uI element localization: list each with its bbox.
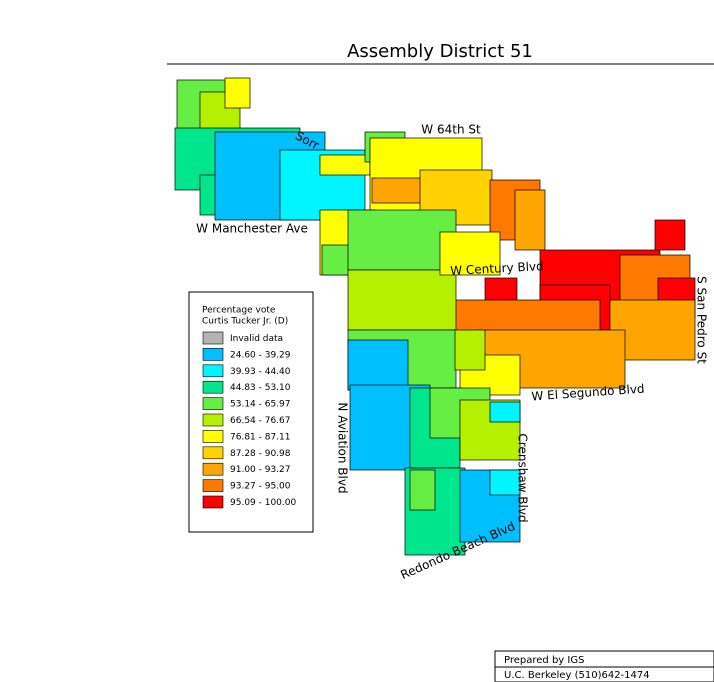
precinct (321, 244, 351, 276)
precinct (514, 189, 546, 251)
street-label: W 64th St (421, 123, 481, 137)
legend-label: 53.14 - 65.97 (230, 400, 291, 410)
street-label: N Aviation Blvd (336, 402, 350, 493)
legend-label: 24.60 - 39.29 (230, 350, 291, 360)
precinct (224, 77, 251, 109)
legend-label: Invalid data (230, 334, 283, 344)
legend-label: 95.09 - 100.00 (230, 498, 296, 508)
legend-title: Percentage vote (202, 306, 276, 316)
precinct (454, 329, 486, 371)
street-label: S San Pedro St (695, 276, 709, 364)
title: Assembly District 51 (347, 41, 533, 62)
footer-text: Prepared by IGS (504, 655, 584, 666)
precinct (347, 339, 409, 391)
legend-swatch (202, 430, 224, 443)
legend-swatch (202, 331, 224, 345)
precinct (439, 231, 501, 276)
legend-label: 44.83 - 53.10 (230, 383, 291, 393)
legend-swatch (202, 479, 224, 492)
legend-label: 66.54 - 76.67 (230, 416, 291, 426)
legend-label: 93.27 - 95.00 (230, 482, 291, 492)
legend-title: Curtis Tucker Jr. (D) (202, 317, 288, 327)
legend-swatch (202, 495, 224, 509)
legend-swatch (202, 380, 224, 394)
street-label: W Century Blvd (450, 259, 544, 278)
legend-label: 39.93 - 44.40 (230, 367, 291, 377)
street-label: Crenshaw Blvd (516, 433, 530, 522)
precinct (654, 219, 686, 251)
legend-swatch (202, 446, 224, 460)
legend-label: 76.81 - 87.11 (230, 432, 291, 442)
precinct (489, 401, 521, 423)
legend-label: 91.00 - 93.27 (230, 465, 291, 475)
footer-text: U.C. Berkeley (510)642-1474 (504, 670, 650, 681)
precinct (347, 269, 457, 331)
legend-swatch (202, 348, 224, 361)
street-label: W Manchester Ave (196, 222, 308, 236)
legend-swatch (202, 397, 224, 410)
precinct (489, 469, 521, 496)
legend-swatch (202, 413, 224, 427)
precinct (319, 154, 371, 176)
legend-swatch (202, 364, 224, 378)
legend-label: 87.28 - 90.98 (230, 449, 291, 459)
legend-swatch (202, 462, 224, 476)
precinct (347, 209, 457, 271)
precincts (174, 77, 696, 556)
legend-items: Invalid data 24.60 - 39.29 39.93 - 44.40 44… (202, 331, 296, 509)
precinct (409, 469, 436, 511)
precinct (371, 177, 428, 204)
